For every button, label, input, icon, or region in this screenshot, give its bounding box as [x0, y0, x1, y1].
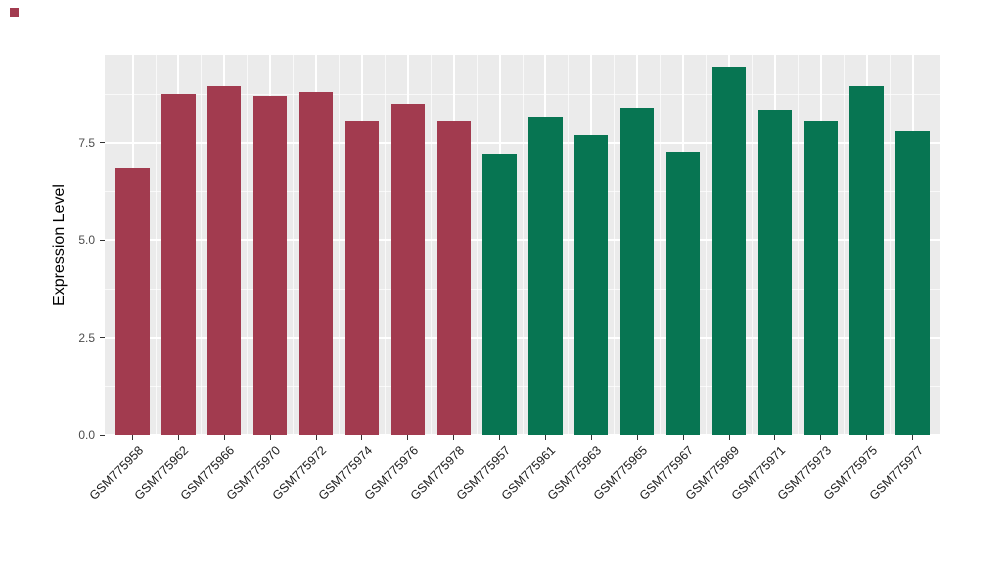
x-tick-mark: [269, 435, 271, 440]
y-tick-label: 5.0: [78, 233, 95, 248]
bar: [803, 121, 838, 435]
bar: [574, 134, 609, 435]
gridline-minor-v: [155, 55, 157, 435]
bar: [253, 95, 288, 435]
x-tick-mark: [866, 435, 868, 440]
x-tick-mark: [132, 435, 133, 440]
bar: [298, 92, 334, 435]
y-tick-mark: [100, 434, 105, 436]
x-tick-mark: [407, 435, 409, 440]
x-tick-mark: [499, 435, 501, 440]
bar: [757, 109, 792, 435]
gridline-minor-v: [843, 55, 845, 435]
gridline-minor-v: [568, 55, 570, 435]
x-tick-mark: [453, 435, 455, 440]
bar: [711, 66, 747, 435]
bar: [115, 168, 150, 435]
y-tick-mark: [100, 337, 105, 339]
gridline-minor-v: [384, 55, 386, 435]
x-tick-mark: [177, 435, 179, 440]
bar: [161, 94, 196, 435]
gridline-minor-v: [201, 55, 203, 435]
gridline-minor-v: [339, 55, 340, 435]
y-tick-mark: [100, 142, 105, 144]
x-tick-mark: [315, 435, 317, 440]
gridline-minor-v: [293, 55, 295, 435]
bar: [207, 86, 242, 435]
y-tick-label: 0.0: [78, 428, 95, 442]
bar: [482, 154, 517, 435]
gridline-minor-v: [522, 55, 524, 435]
x-tick-mark: [361, 435, 363, 440]
x-tick-mark: [912, 435, 913, 440]
bar: [665, 152, 701, 435]
x-tick-mark: [774, 435, 776, 440]
bar: [895, 131, 930, 435]
x-tick-mark: [636, 435, 638, 440]
gridline-minor-v: [751, 55, 753, 435]
y-tick-label: 2.5: [78, 330, 95, 345]
gridline-minor-v: [247, 55, 249, 435]
gridline-minor-v: [797, 55, 799, 435]
bar: [436, 121, 471, 435]
gridline-minor-v: [614, 55, 616, 435]
x-tick-mark: [223, 435, 225, 440]
bar: [344, 121, 380, 435]
y-tick-mark: [100, 239, 105, 241]
bar: [620, 107, 655, 435]
x-tick-mark: [820, 435, 822, 440]
gridline-minor-v: [889, 55, 891, 435]
gridline-minor-v: [706, 55, 707, 435]
plot-panel: [105, 55, 940, 435]
gridline-minor-v: [430, 55, 432, 435]
gridline-minor-v: [660, 55, 662, 435]
x-tick-mark: [590, 435, 592, 440]
y-tick-label: 7.5: [78, 135, 95, 150]
x-tick-mark: [728, 435, 730, 440]
bar: [528, 117, 563, 435]
corner-mark: [10, 8, 19, 17]
x-tick-mark: [682, 435, 684, 440]
bar: [849, 86, 884, 435]
gridline-minor-v: [476, 55, 478, 435]
x-tick-mark: [544, 435, 546, 440]
bar: [390, 103, 425, 435]
